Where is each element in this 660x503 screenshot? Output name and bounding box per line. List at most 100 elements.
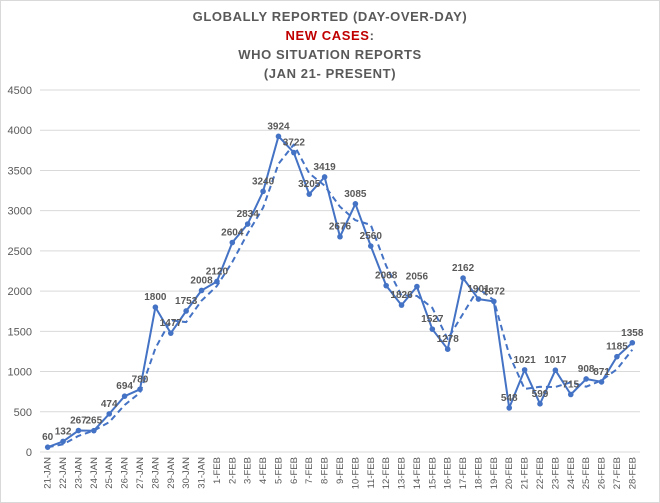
data-label: 548	[501, 393, 518, 404]
data-point-marker	[521, 367, 528, 373]
x-tick-label: 23-JAN	[73, 457, 84, 489]
data-point-marker	[567, 391, 574, 398]
data-point-marker	[614, 353, 620, 360]
data-point-marker	[583, 376, 589, 382]
data-label: 694	[116, 381, 133, 392]
chart-title-colon: :	[369, 28, 375, 43]
x-tick-label: 21-JAN	[43, 457, 54, 489]
x-tick-label: 25-FEB	[581, 457, 592, 489]
data-label: 1017	[544, 355, 567, 366]
y-tick-label: 4500	[8, 85, 32, 97]
x-tick-label: 13-FEB	[397, 457, 408, 489]
y-tick-label: 0	[26, 447, 32, 459]
data-point-marker	[44, 444, 51, 450]
data-label: 2162	[452, 263, 475, 274]
x-tick-label: 24-FEB	[566, 457, 577, 489]
x-tick-label: 28-JAN	[150, 457, 161, 489]
y-tick-label: 1500	[8, 326, 32, 338]
data-label: 2056	[406, 272, 429, 283]
chart-title-line-1: GLOBALLY REPORTED (DAY-OVER-DAY)	[192, 9, 468, 24]
x-tick-label: 1-FEB	[212, 457, 223, 484]
data-point-marker	[398, 302, 405, 308]
y-tick-label: 3500	[8, 165, 32, 177]
chart-title-accent: NEW CASES	[285, 28, 370, 43]
data-point-marker	[491, 298, 497, 305]
data-point-marker	[106, 411, 113, 417]
x-tick-label: 18-FEB	[473, 457, 484, 489]
data-point-marker	[537, 401, 543, 407]
x-tick-label: 6-FEB	[289, 457, 300, 484]
data-point-marker	[383, 282, 389, 289]
data-label: 2120	[206, 266, 229, 277]
data-point-marker	[183, 308, 189, 314]
x-tick-label: 2-FEB	[227, 457, 238, 484]
x-tick-label: 29-JAN	[166, 457, 177, 489]
x-tick-label: 27-FEB	[612, 457, 623, 489]
x-tick-label: 9-FEB	[335, 457, 346, 484]
data-label: 1358	[621, 328, 644, 339]
x-tick-label: 23-FEB	[550, 457, 561, 489]
data-label: 3085	[344, 189, 367, 200]
data-label: 1800	[144, 292, 167, 303]
x-tick-label: 14-FEB	[412, 457, 423, 489]
data-label: 1527	[421, 314, 444, 325]
x-tick-label: 17-FEB	[458, 457, 469, 489]
data-point-marker	[306, 191, 313, 197]
data-label: 2604	[221, 228, 244, 239]
data-point-marker	[460, 275, 466, 281]
y-tick-label: 3000	[8, 206, 32, 218]
x-tick-label: 8-FEB	[320, 457, 331, 484]
data-label: 1753	[175, 296, 198, 307]
x-tick-label: 21-FEB	[520, 457, 531, 489]
x-tick-label: 4-FEB	[258, 457, 269, 484]
x-tick-label: 20-FEB	[504, 457, 515, 489]
data-point-marker	[367, 243, 374, 249]
data-point-marker	[321, 174, 328, 180]
x-tick-label: 19-FEB	[489, 457, 500, 489]
data-label: 1901	[467, 284, 490, 295]
chart-title-line-4: (JAN 21- PRESENT)	[263, 66, 397, 81]
x-tick-label: 28-FEB	[627, 457, 638, 489]
data-point-marker	[552, 367, 559, 373]
data-label: 599	[532, 389, 549, 400]
data-point-marker	[260, 188, 266, 195]
data-label: 2068	[375, 271, 398, 282]
data-point-marker	[167, 330, 174, 336]
data-label: 908	[578, 364, 595, 375]
data-label: 1185	[606, 342, 628, 353]
trend-line-dashed	[47, 143, 634, 449]
data-point-marker	[229, 239, 236, 246]
x-tick-label: 31-JAN	[197, 457, 208, 489]
data-label: 3240	[252, 176, 275, 187]
data-label: 60	[42, 432, 54, 443]
data-point-marker	[275, 133, 282, 140]
y-tick-label: 4000	[8, 125, 32, 137]
x-tick-label: 25-JAN	[104, 457, 115, 489]
series-line	[47, 135, 633, 449]
data-point-marker	[60, 438, 66, 445]
x-tick-label: 15-FEB	[427, 457, 438, 489]
data-label: 2834	[237, 209, 260, 220]
data-point-marker	[352, 201, 359, 207]
data-label: 1278	[437, 334, 460, 345]
x-tick-label: 22-FEB	[535, 457, 546, 489]
x-tick-label: 27-JAN	[135, 457, 146, 489]
y-tick-label: 1000	[8, 367, 32, 379]
data-point-marker	[414, 283, 420, 290]
data-point-marker	[629, 339, 636, 346]
x-tick-label: 11-FEB	[366, 457, 377, 489]
data-point-marker	[598, 379, 605, 385]
data-point-marker	[506, 405, 513, 411]
data-label: 3924	[267, 121, 290, 132]
data-point-marker	[475, 296, 482, 302]
data-label: 1872	[483, 286, 506, 297]
data-label: 267	[70, 416, 87, 427]
x-tick-label: 12-FEB	[381, 457, 392, 489]
data-label: 474	[101, 399, 118, 410]
data-label: 3419	[313, 162, 336, 173]
data-point-marker	[429, 326, 436, 332]
data-point-marker	[137, 386, 143, 393]
x-tick-label: 26-FEB	[597, 457, 608, 489]
data-label: 2560	[360, 231, 383, 242]
